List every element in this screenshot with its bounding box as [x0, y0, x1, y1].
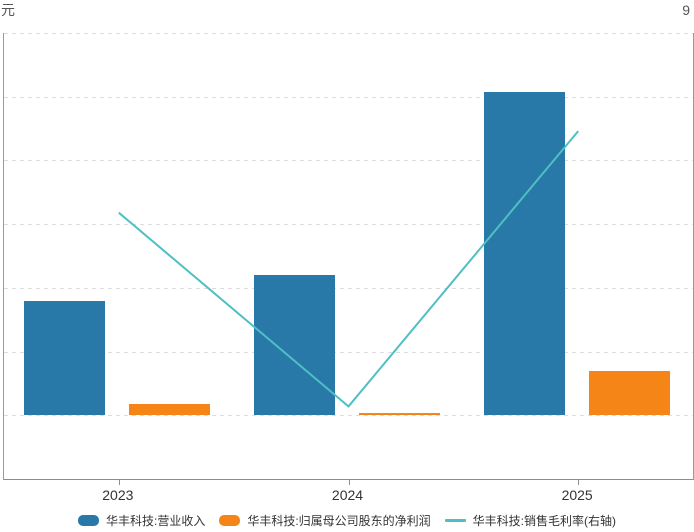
legend-item-0[interactable]: 华丰科技:营业收入: [77, 512, 206, 529]
revenue-bar-2023: [24, 300, 106, 416]
revenue-bar-2025: [483, 91, 565, 416]
h-gridline: [4, 33, 693, 34]
legend-line-swatch-icon: [444, 518, 466, 522]
h-gridline: [4, 96, 693, 98]
x-tick-label-2023: 2023: [102, 487, 134, 503]
legend-bar-swatch-icon: [219, 514, 241, 526]
h-gridline: [4, 160, 693, 162]
h-gridline: [4, 224, 693, 226]
x-tick: [578, 479, 580, 485]
x-tick: [348, 479, 350, 485]
chart-legend: 华丰科技:营业收入 华丰科技:归属母公司股东的净利润 华丰科技:销售毛利率(右轴): [0, 509, 694, 531]
legend-label: 华丰科技:归属母公司股东的净利润: [247, 513, 431, 528]
left-axis-unit-label: 元: [1, 2, 15, 18]
x-tick: [118, 479, 120, 485]
legend-label: 华丰科技:销售毛利率(右轴): [472, 513, 616, 528]
legend-item-1[interactable]: 华丰科技:归属母公司股东的净利润: [219, 512, 431, 529]
net-profit-bar-2024: [359, 413, 440, 416]
plot-area: [3, 33, 694, 485]
x-tick-label-2025: 2025: [561, 487, 593, 503]
gross-margin-line: [118, 130, 579, 408]
legend-item-2[interactable]: 华丰科技:销售毛利率(右轴): [444, 512, 616, 529]
net-profit-bar-2025: [588, 370, 670, 416]
x-tick-label-2024: 2024: [331, 487, 364, 503]
right-axis-top-label: 9: [682, 2, 690, 18]
legend-label: 华丰科技:营业收入: [105, 513, 206, 528]
net-profit-bar-2023: [129, 403, 211, 416]
h-gridline: [4, 415, 693, 417]
h-gridline: [4, 287, 693, 289]
h-gridline: [4, 351, 693, 353]
revenue-bar-2024: [254, 275, 335, 416]
legend-bar-swatch-icon: [77, 514, 99, 526]
